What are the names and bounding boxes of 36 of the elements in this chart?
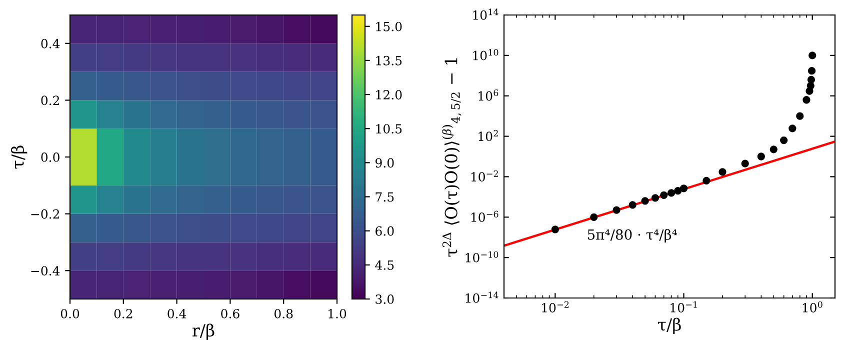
x-tick-label: 10$^{0}$	[802, 301, 822, 312]
x-axis-title: r/β	[192, 324, 214, 340]
color-bar-label: 15.0	[376, 22, 402, 32]
y-tick-label: 0.4	[41, 38, 60, 48]
color-bar-label: 4.5	[375, 260, 394, 270]
y-axis-title: τ/β	[10, 146, 28, 169]
y-axis-title: τ$^{2Δ}$ ⟨O(τ)O(0)⟩$^{(β)}$$_{4,5/2}$ − 1	[442, 58, 462, 257]
y-tick-label: 10$^{6}$	[478, 89, 498, 101]
color-bar-label: 9.0	[376, 158, 394, 168]
y-tick-label: 10$^{−6}$	[471, 210, 498, 222]
color-bar-label: 12.0	[376, 90, 402, 100]
y-tick-label: 10$^{−10}$	[466, 251, 498, 262]
y-tick-label: 0.2	[41, 96, 60, 106]
x-tick-label: 0.6	[221, 308, 240, 318]
x-tick-label: 0.8	[274, 308, 293, 318]
y-tick-label: 10$^{−2}$	[471, 170, 498, 182]
x-tick-label: 0.4	[168, 308, 186, 318]
x-tick-label: 10$^{−2}$	[542, 301, 569, 312]
y-tick-label: 0.0	[41, 152, 60, 162]
x-tick-label: 10$^{−1}$	[670, 301, 697, 312]
y-tick-label: 10$^{2}$	[478, 130, 498, 142]
color-bar-label: 3.0	[376, 294, 394, 304]
y-tick-label: 10$^{14}$	[473, 8, 498, 20]
x-tick-label: 1.0	[328, 308, 346, 318]
color-bar-label: 13.5	[376, 56, 402, 66]
y-tick-label: 10$^{10}$	[473, 49, 498, 60]
color-bar-label: 7.5	[376, 192, 394, 202]
y-tick-label: 10$^{−14}$	[466, 292, 498, 303]
x-axis-title: τ/β	[658, 318, 681, 334]
y-tick-label: −0.2	[31, 209, 60, 219]
color-bar-label: 6.0	[376, 226, 394, 236]
x-tick-label: 0.2	[114, 308, 132, 318]
annotation: 5π⁴/80 · τ⁴/β⁴	[588, 228, 677, 242]
x-tick-label: 0.0	[60, 308, 80, 318]
y-tick-label: −0.4	[31, 266, 60, 276]
color-bar-label: 10.5	[376, 124, 402, 134]
